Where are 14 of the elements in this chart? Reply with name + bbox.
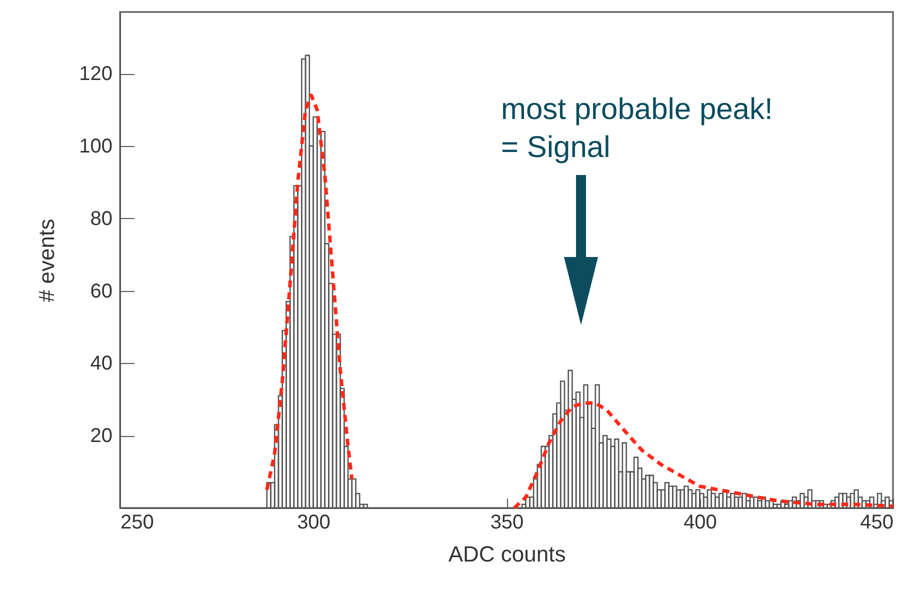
y-tick-label: 20 [90, 425, 112, 448]
x-tick-label: 250 [120, 512, 154, 534]
x-tick-label: 450 [860, 512, 894, 534]
annotation: most probable peak! = Signal [501, 93, 773, 164]
y-tick-label: 120 [79, 63, 112, 86]
x-tick-label: 400 [684, 512, 717, 534]
y-axis-title: # events [34, 218, 60, 302]
y-tick-label: 80 [90, 208, 112, 230]
y-tick-label: 40 [90, 352, 112, 375]
y-tick-label: 60 [90, 280, 112, 302]
x-tick-label: 350 [490, 512, 524, 534]
x-tick-label: 300 [297, 512, 330, 534]
y-tick-label: 100 [79, 135, 112, 158]
x-axis-title: ADC counts [448, 542, 566, 566]
